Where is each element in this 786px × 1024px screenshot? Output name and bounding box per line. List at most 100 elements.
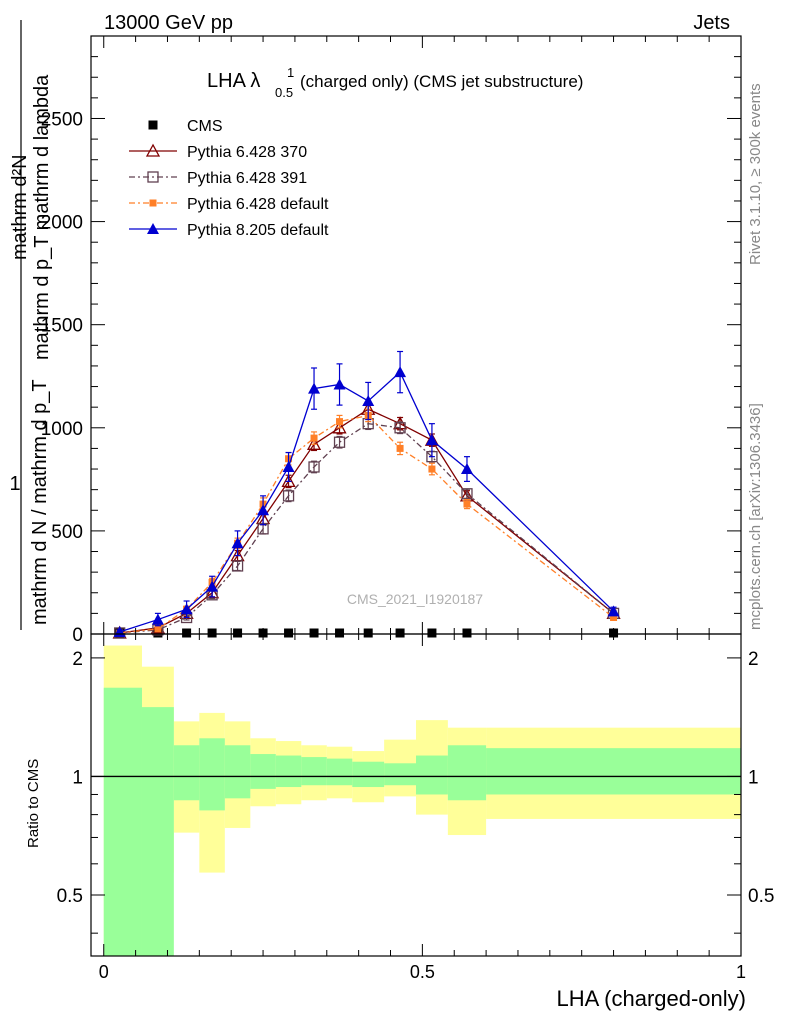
legend-entry: Pythia 6.428 391: [129, 170, 307, 187]
legend-entry: Pythia 6.428 default: [129, 196, 329, 213]
title-sup: 1: [287, 65, 294, 80]
rivet-label: Rivet 3.1.10, ≥ 300k events: [747, 83, 764, 265]
data-point: [396, 444, 404, 452]
ratio-green-band-bin: [486, 748, 741, 795]
ratio-green-band-bin: [275, 755, 302, 788]
data-point: [333, 378, 346, 390]
data-point: [362, 394, 375, 406]
x-tick-label: 1: [736, 962, 746, 982]
ratio-y-tick-label-right: 0.5: [748, 886, 774, 907]
ratio-green-band-bin: [384, 763, 416, 786]
data-point: [180, 603, 193, 615]
watermark: CMS_2021_I1920187: [347, 591, 483, 607]
data-point: [463, 500, 471, 508]
title-suffix: (charged only) (CMS jet substructure): [300, 72, 583, 91]
data-point: [335, 628, 345, 638]
data-point: [607, 605, 620, 617]
ylabel-line1: mathrm d p_T mathrm d lambda: [31, 74, 53, 360]
ratio-green-band-bin: [301, 757, 327, 786]
x-tick-label: 0.5: [410, 962, 435, 982]
legend-label: Pythia 8.205 default: [187, 222, 329, 239]
data-point: [336, 418, 344, 426]
plot-title: LHA λ 1 0.5 (charged only) (CMS jet subs…: [207, 65, 583, 100]
data-point: [182, 628, 192, 638]
axes: 0 0.5 1 0 500 1000 1500 2000 2500 0.5 0.5 1 1 2 2: [41, 35, 774, 982]
data-point: [207, 628, 217, 638]
data-point: [206, 580, 219, 592]
data-point: [363, 628, 373, 638]
ratio-y-tick-label: 1: [72, 767, 83, 788]
legend-marker: [148, 120, 158, 130]
data-point: [309, 628, 319, 638]
legend-marker: [147, 223, 159, 234]
ratio-green-band-bin: [447, 745, 487, 801]
ratio-green-band-bin: [352, 761, 385, 788]
data-point: [460, 463, 473, 475]
header-right: Jets: [693, 12, 730, 34]
y-tick-label: 2000: [41, 213, 83, 234]
title-sub: 0.5: [275, 85, 293, 100]
xlabel: LHA (charged-only): [556, 986, 746, 1011]
legend-label: Pythia 6.428 370: [187, 144, 307, 161]
data-point: [231, 537, 244, 549]
data-point: [154, 625, 162, 633]
ratio-frame: [90, 633, 742, 957]
ratio-y-tick-label-right: 1: [748, 767, 759, 788]
ratio-green-band-bin: [326, 758, 353, 786]
ylabel-denominator: mathrm d N / mathrm d p_T: [29, 379, 51, 625]
series-line: [119, 371, 615, 633]
ratio-bands: [91, 645, 741, 956]
series-4: [113, 350, 620, 637]
legend-entry: CMS: [148, 118, 223, 135]
ylabel-numerator: 1: [9, 473, 20, 495]
ratio-green-band-bin: [141, 707, 174, 956]
data-point: [394, 366, 407, 378]
legend-marker: [149, 199, 157, 207]
x-tick-label: 0: [99, 962, 109, 982]
data-point: [425, 434, 438, 446]
legend-entry: Pythia 8.205 default: [129, 222, 329, 239]
ratio-green-band-bin: [103, 687, 142, 956]
ratio-green-band-bin: [199, 738, 225, 811]
data-point: [257, 504, 270, 516]
legend-marker: [147, 171, 159, 183]
legend-label: Pythia 6.428 391: [187, 170, 307, 187]
data-point: [233, 628, 243, 638]
top-plot: [112, 350, 621, 639]
data-point: [310, 434, 318, 442]
ratio-y-tick-label: 2: [72, 649, 83, 670]
series-line: [119, 408, 614, 634]
title-main: LHA λ: [207, 70, 260, 92]
ratio-green-band-bin: [416, 755, 448, 795]
ylabel-top-numerator: mathrm d²N: [9, 154, 31, 260]
data-point: [333, 436, 346, 448]
ratio-y-tick-label: 0.5: [57, 886, 83, 907]
data-point: [461, 488, 473, 500]
data-point: [394, 422, 406, 434]
data-point: [282, 460, 295, 472]
data-point: [428, 465, 436, 473]
data-point: [308, 461, 320, 473]
header-left: 13000 GeV pp: [104, 12, 233, 34]
legend-marker: [145, 143, 161, 157]
data-point: [610, 614, 618, 622]
data-point: [427, 628, 437, 638]
y-tick-label: 2500: [41, 109, 83, 130]
y-tick-label: 1500: [41, 316, 83, 337]
data-point: [231, 560, 244, 572]
ratio-green-band-bin: [173, 745, 200, 801]
data-point: [395, 628, 405, 638]
y-tick-label: 500: [51, 522, 83, 543]
legend: CMS Pythia 6.428 370 Pythia 6.428 391 Pythi…: [129, 118, 329, 239]
ratio-green-band-bin: [224, 745, 251, 799]
data-point: [151, 613, 164, 625]
ratio-ylabel: Ratio to CMS: [25, 759, 42, 848]
data-point: [308, 382, 321, 394]
legend-label: Pythia 6.428 default: [187, 196, 329, 213]
y-tick-label: 1000: [41, 419, 83, 440]
y-tick-label: 0: [72, 625, 83, 646]
legend-entry: Pythia 6.428 370: [129, 143, 307, 161]
ratio-green-band-bin: [250, 754, 276, 789]
legend-label: CMS: [187, 118, 223, 135]
